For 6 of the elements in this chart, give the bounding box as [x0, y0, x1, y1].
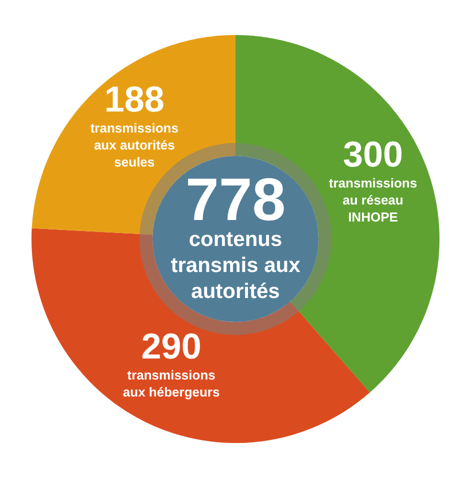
data-label: 300 — [342, 133, 404, 174]
slice-label: transmissions au réseau INHOPE — [328, 175, 418, 224]
data-label: 188 — [104, 78, 164, 120]
slice-label: transmissions aux hébergeurs — [122, 368, 220, 400]
data-label: 290 — [141, 326, 202, 367]
slice-label: transmissions aux autorités seules — [90, 120, 178, 170]
